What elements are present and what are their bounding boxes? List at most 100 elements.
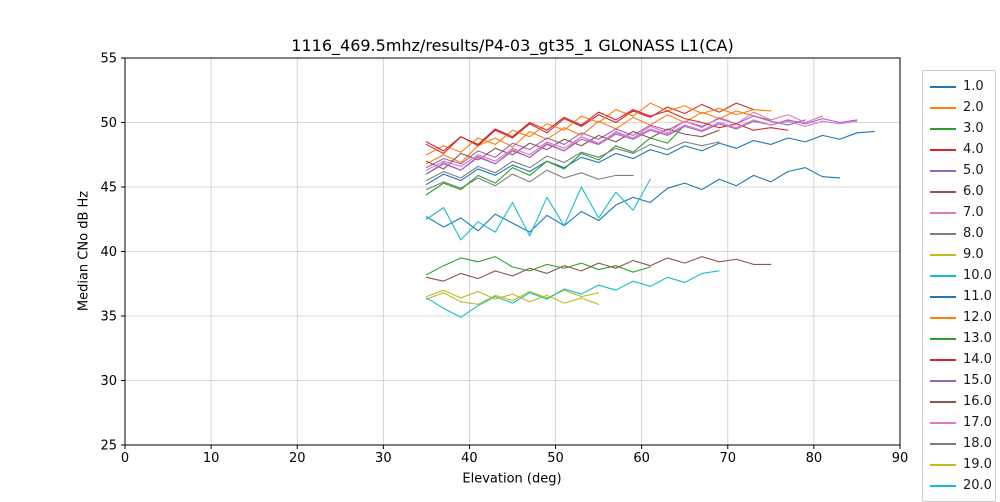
legend-swatch [930,253,956,256]
legend-item: 4.0 [930,139,988,160]
series-line-10.0 [425,270,720,318]
series-line-3.0 [425,256,651,276]
x-tick-label: 50 [547,451,564,466]
legend-swatch [930,421,956,424]
legend-swatch [930,463,956,466]
legend-label: 2.0 [963,100,984,115]
legend-label: 3.0 [963,121,984,136]
legend-item: 9.0 [930,244,988,265]
legend-item: 7.0 [930,202,988,223]
legend-swatch [930,232,956,235]
legend-item: 10.0 [930,265,992,286]
legend-swatch [930,442,956,445]
series-line-1.0 [425,167,841,233]
y-tick-label: 50 [100,116,117,131]
chart-title: 1116_469.5mhz/results/P4-03_gt35_1 GLONA… [291,36,734,55]
legend-label: 19.0 [963,457,992,472]
y-tick-label: 25 [100,439,117,454]
legend-swatch [930,106,956,109]
legend-label: 6.0 [963,184,984,199]
legend-swatch [930,358,956,361]
legend-swatch [930,295,956,298]
legend-swatch [930,190,956,193]
series-line-16.0 [425,256,772,282]
legend-swatch [930,400,956,403]
legend-swatch [930,211,956,214]
legend-label: 4.0 [963,142,984,157]
legend-label: 20.0 [963,478,992,493]
legend-item: 8.0 [930,223,988,244]
y-tick-label: 40 [100,245,117,260]
series-lines [425,102,875,318]
y-tick-label: 30 [100,374,117,389]
y-tick-label: 55 [100,52,117,67]
legend-item: 6.0 [930,181,988,202]
legend: 1.0 2.0 3.0 4.0 5.0 6.0 7.0 8.0 9.0 10.0 11.0 12.0 1… [922,70,996,502]
legend-swatch [930,484,956,487]
tick-labels: 0 10 20 30 40 50 60 70 80 90 25 30 35 40 45 50 55 [100,52,908,467]
legend-item: 14.0 [930,349,992,370]
legend-item: 2.0 [930,97,988,118]
legend-label: 7.0 [963,205,984,220]
legend-item: 1.0 [930,76,988,97]
series-line-20.0 [425,178,651,241]
legend-item: 13.0 [930,328,992,349]
series-line-5.0 [425,115,806,169]
legend-item: 3.0 [930,118,988,139]
series-line-14.0 [425,109,789,152]
x-tick-label: 90 [892,451,909,466]
series-line-8.0 [425,169,634,191]
series-line-17.0 [425,119,858,171]
legend-item: 20.0 [930,475,992,496]
legend-label: 13.0 [963,331,992,346]
series-line-13.0 [425,124,686,196]
series-line-15.0 [425,118,858,175]
series-line-2.0 [425,110,772,165]
x-tick-label: 10 [203,451,220,466]
series-line-9.0 [425,289,600,305]
legend-label: 18.0 [963,436,992,451]
legend-item: 17.0 [930,412,992,433]
x-tick-label: 0 [121,451,129,466]
legend-item: 19.0 [930,454,992,475]
series-line-4.0 [425,102,755,155]
axis-ticks [121,57,901,449]
legend-label: 8.0 [963,226,984,241]
legend-item: 12.0 [930,307,992,328]
x-tick-label: 40 [461,451,478,466]
legend-label: 14.0 [963,352,992,367]
x-tick-label: 60 [633,451,650,466]
legend-swatch [930,127,956,130]
series-line-12.0 [425,102,772,156]
legend-item: 16.0 [930,391,992,412]
legend-label: 10.0 [963,268,992,283]
legend-swatch [930,85,956,88]
legend-swatch [930,316,956,319]
legend-label: 5.0 [963,163,984,178]
legend-swatch [930,379,956,382]
y-axis-label: Median CNo dB Hz [76,190,92,312]
legend-label: 9.0 [963,247,984,262]
legend-label: 12.0 [963,310,992,325]
x-tick-label: 20 [289,451,306,466]
x-tick-label: 70 [720,451,737,466]
legend-swatch [930,148,956,151]
legend-swatch [930,274,956,277]
series-line-18.0 [425,141,720,182]
legend-label: 15.0 [963,373,992,388]
series-line-19.0 [425,289,600,305]
y-tick-label: 45 [100,181,117,196]
legend-label: 11.0 [963,289,992,304]
legend-item: 15.0 [930,370,992,391]
legend-swatch [930,169,956,172]
legend-label: 16.0 [963,394,992,409]
legend-item: 11.0 [930,286,992,307]
x-tick-label: 80 [806,451,823,466]
x-axis-label: Elevation (deg) [462,471,562,487]
legend-item: 18.0 [930,433,992,454]
legend-label: 1.0 [963,79,984,94]
x-tick-label: 30 [375,451,392,466]
legend-label: 17.0 [963,415,992,430]
